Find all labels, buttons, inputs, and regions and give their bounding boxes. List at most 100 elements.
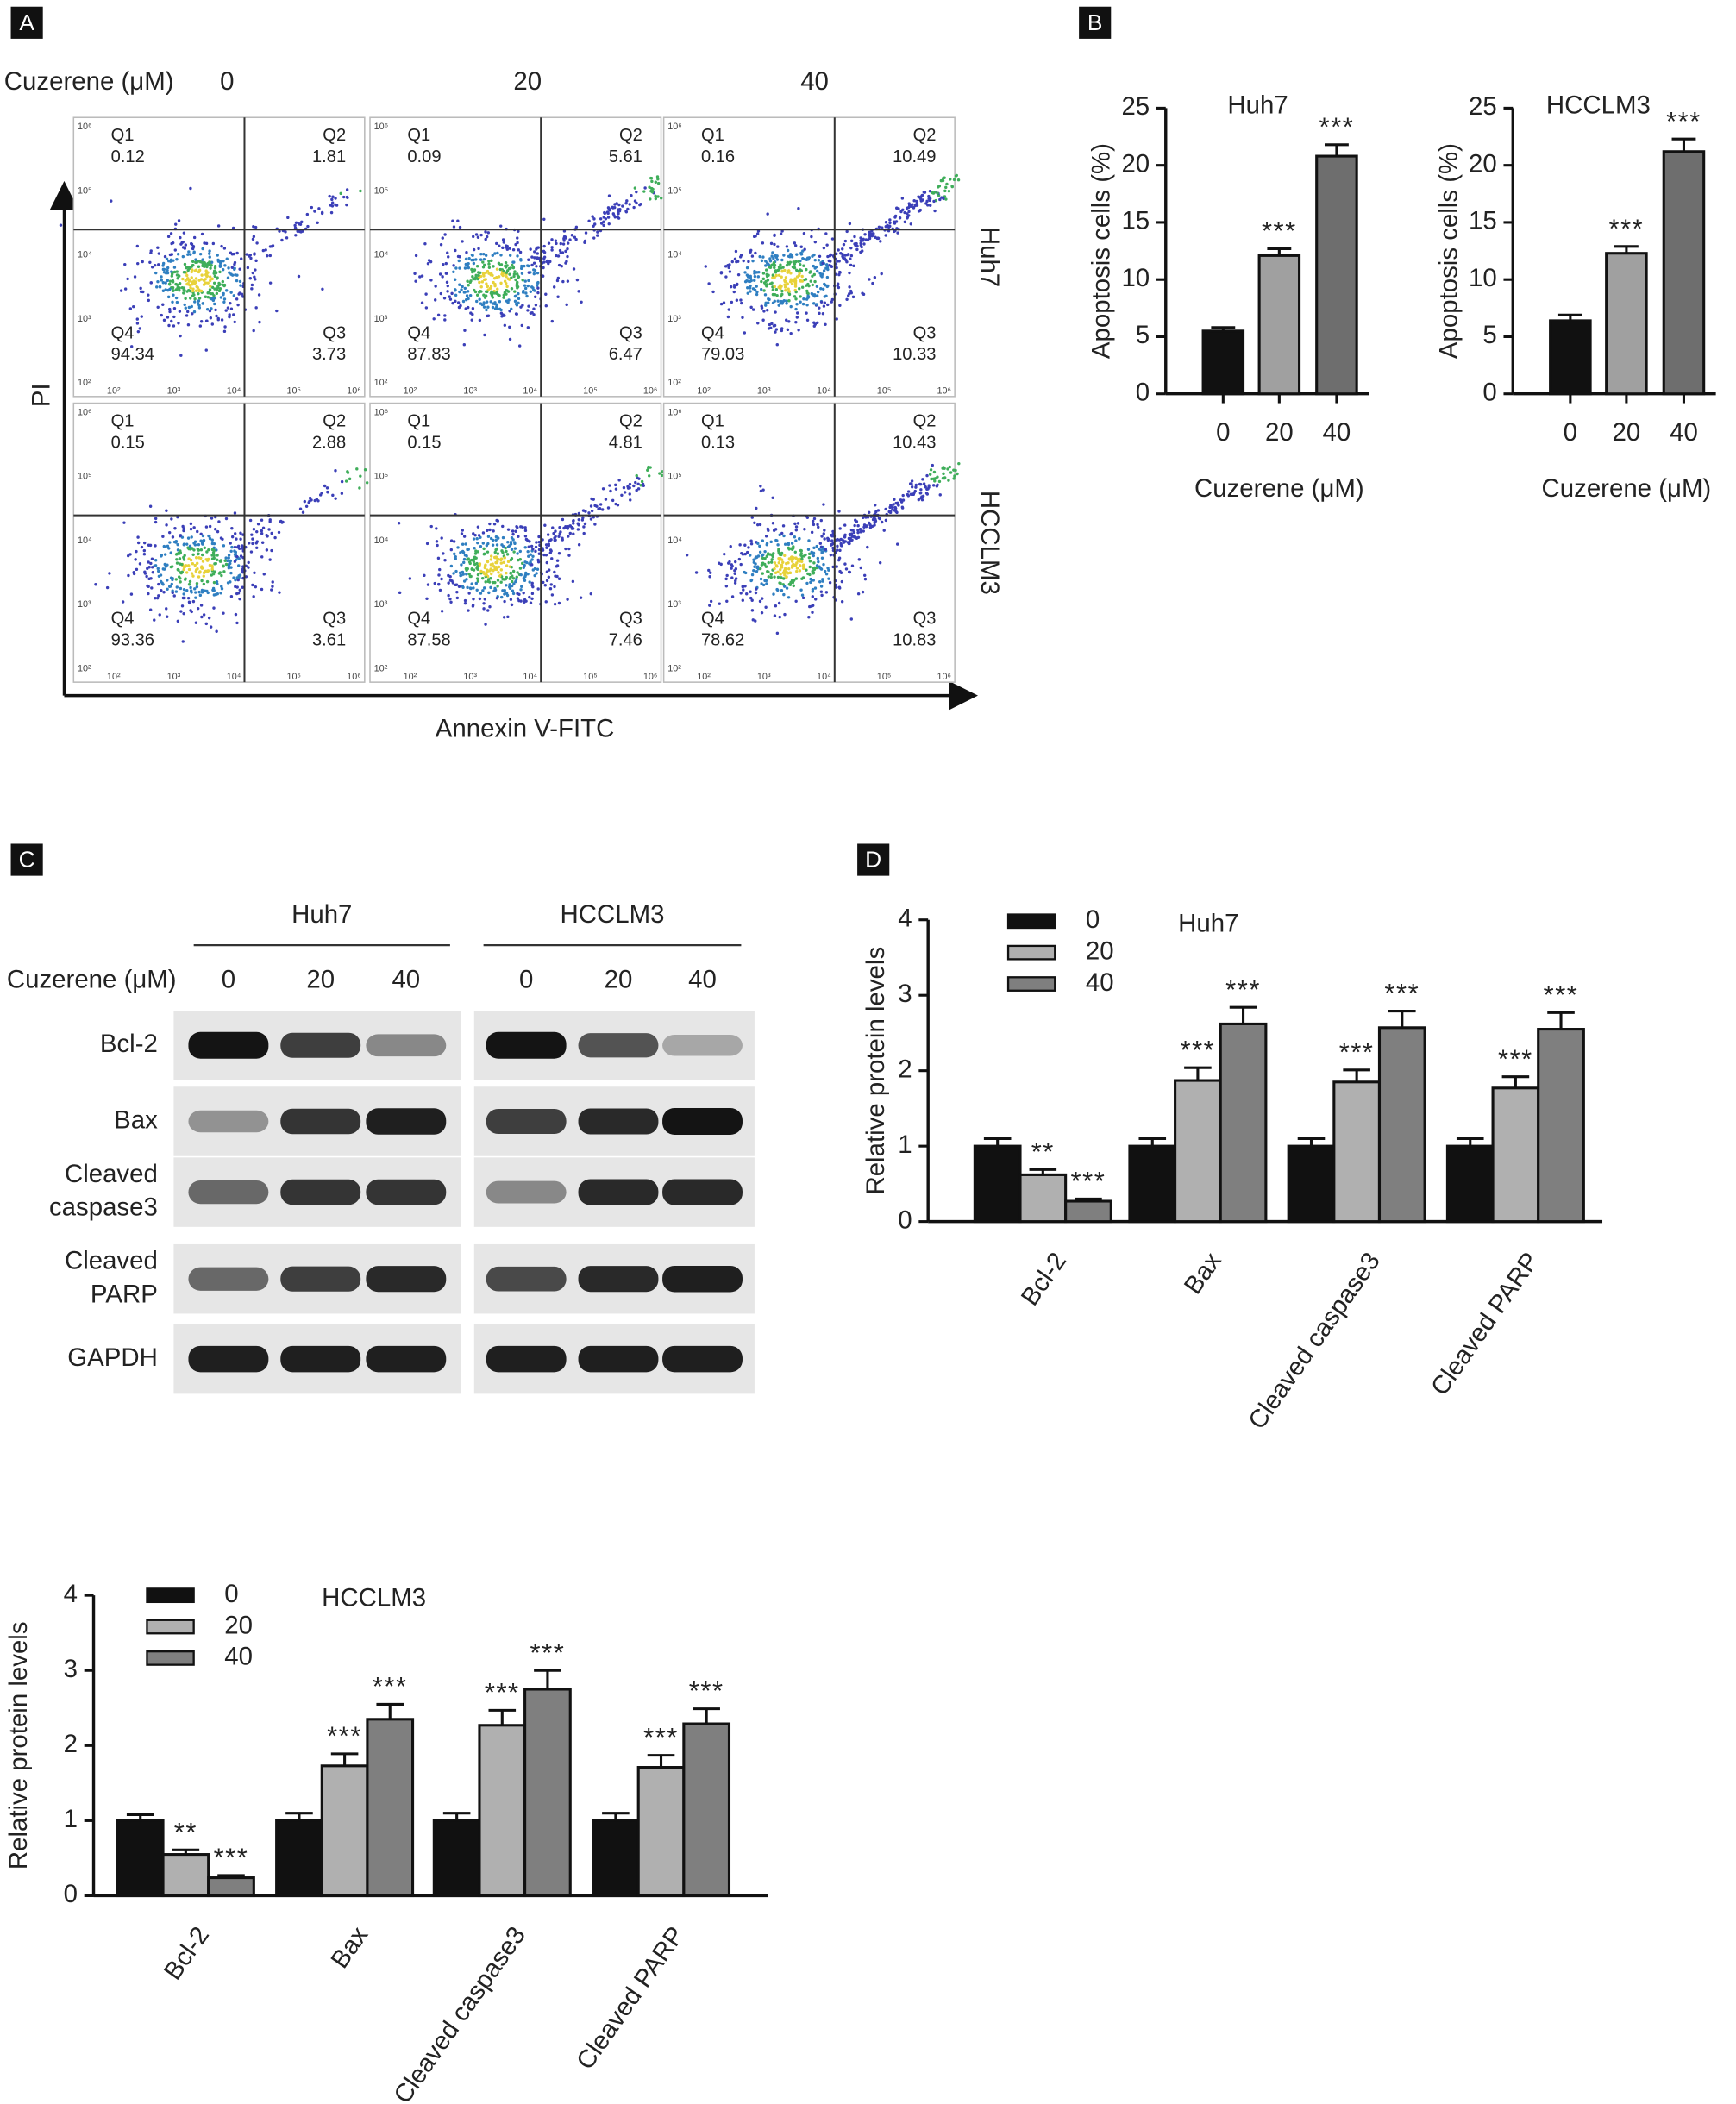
event-dot (557, 552, 561, 555)
event-dot (587, 219, 591, 223)
event-dot (233, 260, 237, 265)
bar (1537, 1028, 1585, 1224)
event-dot (178, 557, 182, 560)
event-dot (161, 583, 165, 586)
event-dot (873, 276, 877, 279)
event-dot (135, 567, 139, 572)
event-dot (787, 299, 791, 303)
event-dot (334, 469, 337, 473)
event-dot (950, 185, 954, 189)
event-dot (520, 323, 523, 328)
event-dot (166, 544, 170, 548)
event-dot (456, 546, 460, 549)
event-dot (775, 293, 779, 297)
event-dot (330, 197, 334, 202)
event-dot (260, 518, 264, 522)
quadrant-value: 2.88 (312, 433, 346, 452)
event-dot (817, 525, 820, 529)
event-dot (548, 587, 553, 591)
quadrant-name: Q3 (619, 323, 642, 342)
event-dot (859, 243, 863, 247)
event-dot (495, 518, 498, 523)
event-dot (776, 575, 780, 579)
event-dot (189, 253, 192, 256)
event-dot (165, 523, 168, 527)
event-dot (182, 231, 186, 235)
event-dot (471, 274, 474, 279)
event-dot (787, 567, 791, 571)
event-dot (794, 260, 798, 263)
event-dot (222, 329, 227, 334)
event-dot (147, 560, 150, 564)
event-dot (760, 611, 764, 615)
event-dot (725, 573, 729, 578)
event-dot (171, 286, 175, 290)
event-dot (487, 260, 491, 263)
event-dot (179, 571, 182, 574)
event-dot (945, 182, 949, 186)
event-dot (197, 289, 201, 293)
event-dot (525, 294, 529, 298)
event-dot (175, 561, 179, 565)
event-dot (496, 552, 500, 555)
event-dot (486, 231, 490, 235)
event-dot (300, 220, 304, 224)
event-dot (229, 542, 232, 545)
event-dot (458, 225, 462, 229)
bar (592, 1819, 640, 1898)
event-dot (739, 592, 743, 595)
event-dot (637, 477, 641, 480)
event-dot (479, 285, 483, 289)
event-dot (254, 259, 258, 263)
event-dot (796, 311, 799, 315)
event-dot (491, 538, 495, 542)
event-dot (467, 284, 470, 287)
event-dot (448, 297, 453, 301)
event-dot (161, 264, 165, 267)
event-dot (310, 498, 313, 502)
event-dot (519, 305, 523, 309)
event-dot (501, 524, 505, 529)
event-dot (843, 535, 847, 539)
event-dot (178, 289, 181, 292)
event-dot (452, 225, 456, 229)
event-dot (452, 572, 455, 575)
event-dot (217, 520, 221, 523)
event-dot (750, 254, 755, 258)
dose-label: 0 (222, 966, 235, 994)
event-dot (558, 248, 562, 253)
event-dot (192, 526, 196, 529)
event-dot (511, 592, 516, 596)
flow-plot: Q10.16Q210.49Q310.33Q479.0310²10²10³10³1… (662, 116, 961, 398)
event-dot (170, 517, 173, 521)
event-dot (472, 532, 475, 535)
log-tick-label: 10⁴ (227, 385, 241, 396)
event-dot (426, 583, 430, 586)
event-dot (147, 293, 150, 297)
event-dot (780, 302, 784, 305)
y-axis-label: Apoptosis cells (%) (1434, 143, 1463, 359)
event-dot (186, 564, 191, 567)
event-dot (177, 575, 181, 579)
event-dot (532, 307, 536, 310)
event-dot (925, 473, 929, 478)
event-dot (755, 292, 759, 297)
event-dot (799, 564, 802, 567)
event-dot (547, 241, 551, 245)
event-dot (900, 505, 905, 509)
quadrant-value: 5.61 (609, 147, 642, 166)
event-dot (933, 477, 937, 480)
event-dot (555, 254, 558, 258)
event-dot (783, 268, 787, 272)
y-tick-label: 1 (898, 1130, 912, 1159)
event-dot (162, 318, 166, 322)
event-dot (544, 292, 548, 296)
event-dot (470, 582, 473, 585)
event-dot (592, 516, 595, 519)
event-dot (193, 563, 197, 567)
event-dot (819, 585, 824, 588)
event-dot (185, 589, 189, 592)
event-dot (523, 286, 528, 291)
event-dot (590, 509, 594, 513)
event-dot (472, 247, 476, 252)
